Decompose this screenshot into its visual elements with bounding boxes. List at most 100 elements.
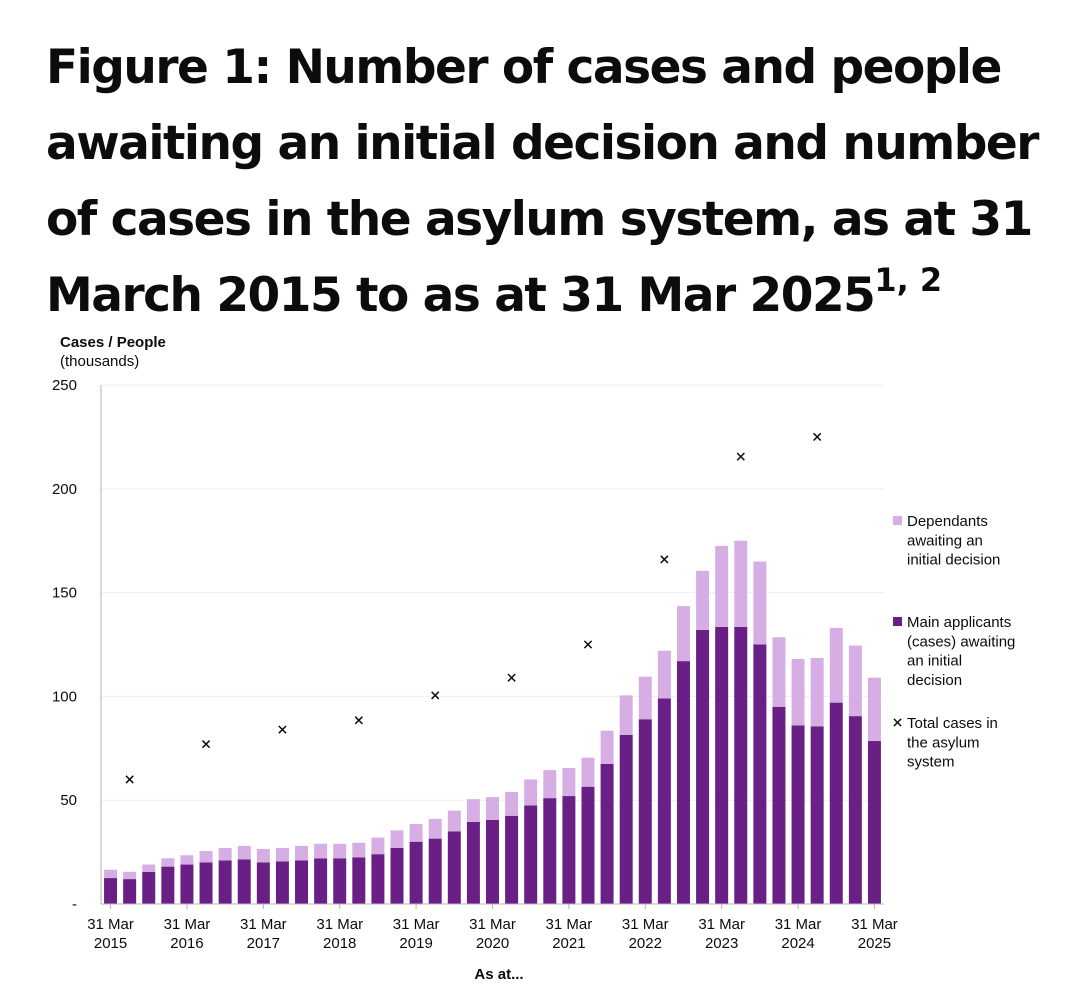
bar-main-applicants	[333, 858, 347, 904]
y-axis-label-units: (thousands)	[60, 353, 139, 370]
x-tick-label-line: 31 Mar	[775, 916, 822, 933]
legend-label-line: initial decision	[907, 552, 1000, 569]
x-tick-label: 31 Mar 2023	[698, 916, 745, 952]
bar-main-applicants	[581, 786, 595, 904]
bar-main-applicants	[867, 741, 881, 904]
bar-main-applicants	[390, 847, 404, 904]
x-tick-label-line: 2018	[323, 935, 356, 952]
x-tick-label-line: 2025	[858, 935, 891, 952]
bar-main-applicants	[256, 862, 270, 904]
bar-dependants	[104, 869, 118, 879]
bar-main-applicants	[199, 862, 213, 904]
bar-dependants	[524, 779, 538, 806]
legend-label-line: awaiting an	[907, 532, 983, 549]
x-tick-label: 31 Mar 2019	[393, 916, 440, 952]
x-tick-label-line: 31 Mar	[698, 916, 745, 933]
bar-dependants	[543, 770, 557, 799]
bar-dependants	[734, 540, 748, 627]
bar-main-applicants	[123, 879, 137, 904]
legend-label-line: Main applicants	[907, 614, 1011, 631]
bar-dependants	[772, 637, 786, 707]
figure-title-footnote-refs: 1, 2	[874, 261, 943, 299]
x-tick-label-line: 2015	[94, 935, 127, 952]
gridlines	[101, 384, 884, 801]
bar-main-applicants	[142, 871, 156, 904]
x-axis-ticks: 31 Mar 2015 31 Mar 2016 31 Mar 2017 31 Mar 2018…	[87, 904, 898, 952]
y-tick-label: 250	[52, 377, 77, 394]
x-tick-label: 31 Mar 2020	[469, 916, 516, 952]
bar-main-applicants	[848, 716, 862, 904]
x-tick-label-line: 31 Mar	[851, 916, 898, 933]
y-tick-label: 100	[52, 688, 77, 705]
figure-title-text: Figure 1: Number of cases and people awa…	[46, 40, 1039, 323]
bar-main-applicants	[218, 860, 232, 904]
bar-dependants	[180, 855, 194, 865]
legend-label-line: system	[907, 754, 955, 771]
x-tick-label-line: 31 Mar	[87, 916, 134, 933]
bar-main-applicants	[371, 854, 385, 904]
bar-dependants	[352, 842, 366, 858]
x-tick-label-line: 2021	[552, 935, 585, 952]
bar-main-applicants	[715, 626, 729, 904]
bar-dependants	[123, 871, 137, 880]
x-tick-label: 31 Mar 2024	[775, 916, 822, 952]
bar-main-applicants	[428, 838, 442, 904]
bar-main-applicants	[275, 861, 289, 904]
y-tick-label: 200	[52, 481, 77, 498]
x-tick-label-line: 31 Mar	[164, 916, 211, 933]
bar-dependants	[867, 677, 881, 742]
legend-label: Main applicants (cases) awaiting an initia…	[907, 614, 1015, 689]
total-cases-marker	[813, 432, 822, 442]
x-tick-label-line: 31 Mar	[393, 916, 440, 933]
bar-dependants	[333, 843, 347, 859]
bar-dependants	[256, 848, 270, 863]
bar-dependants	[447, 810, 461, 832]
y-tick-label: 50	[60, 792, 77, 809]
bar-dependants	[562, 768, 576, 797]
x-tick-label: 31 Mar 2018	[316, 916, 363, 952]
bar-main-applicants	[295, 860, 309, 904]
bar-main-applicants	[829, 702, 843, 904]
total-cases-marker	[660, 555, 669, 564]
bar-main-applicants	[638, 719, 652, 904]
bar-main-applicants	[543, 798, 557, 904]
bar-main-applicants	[104, 878, 118, 904]
x-tick-label: 31 Mar 2021	[546, 916, 593, 952]
bar-main-applicants	[352, 857, 366, 904]
bar-dependants	[428, 818, 442, 839]
legend-label-line: (cases) awaiting	[907, 633, 1015, 650]
bar-dependants	[218, 847, 232, 861]
legend-label-line: the asylum	[907, 734, 980, 751]
total-cases-marker	[354, 716, 363, 725]
total-cases-marker	[736, 452, 745, 461]
bar-dependants	[161, 858, 175, 867]
bar-dependants	[848, 645, 862, 717]
total-cases-marker	[583, 640, 593, 649]
legend-label-line: Total cases in	[907, 715, 998, 732]
bar-dependants	[638, 676, 652, 720]
x-tick-label-line: 31 Mar	[546, 916, 593, 933]
bar-main-applicants	[486, 819, 499, 904]
total-cases-markers	[125, 432, 822, 784]
x-tick-label: 31 Mar 2016	[164, 916, 211, 952]
legend-label-line: decision	[907, 672, 962, 689]
bar-dependants	[676, 606, 690, 662]
bar-main-applicants	[524, 805, 538, 904]
x-tick-label-line: 2022	[629, 935, 662, 952]
bar-main-applicants	[466, 821, 480, 904]
legend-swatch	[893, 516, 902, 525]
total-cases-marker	[507, 673, 516, 682]
bar-dependants	[371, 837, 385, 855]
bar-dependants	[390, 830, 404, 848]
y-tick-label: 150	[52, 585, 77, 602]
legend-cross-icon	[893, 718, 902, 727]
bar-dependants	[600, 730, 614, 764]
y-tick-label: -	[72, 896, 77, 913]
bar-dependants	[142, 864, 156, 872]
legend-label-line: an initial	[907, 653, 962, 670]
bar-dependants	[581, 757, 595, 787]
x-tick-label-line: 2024	[781, 935, 814, 952]
bar-dependants	[829, 627, 843, 703]
legend: Dependants awaiting an initial decision Mai…	[893, 513, 1015, 771]
